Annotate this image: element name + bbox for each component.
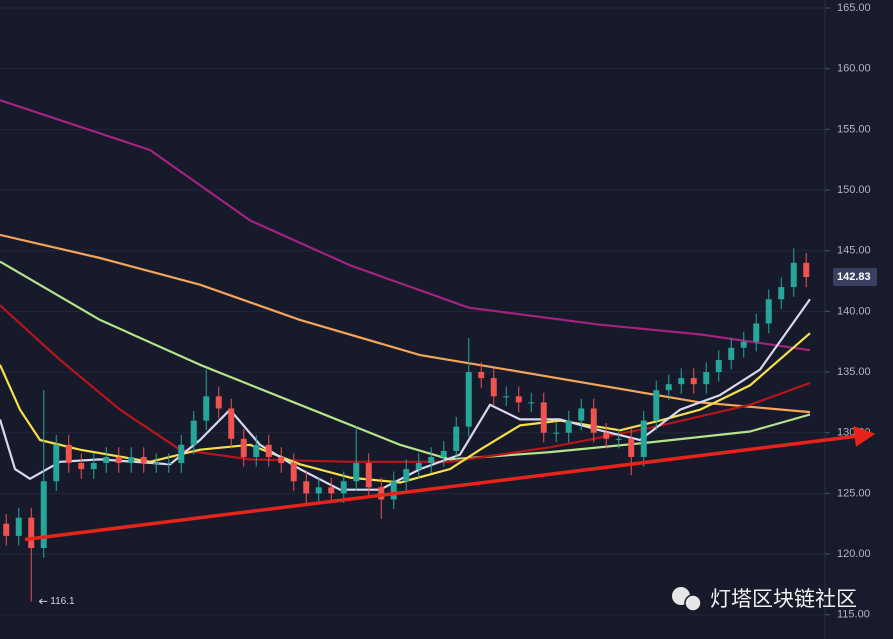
- candle-body: [653, 390, 660, 421]
- candle-body: [3, 523, 10, 536]
- price-badge: [833, 268, 877, 287]
- candle-body: [703, 372, 710, 385]
- candle-body: [103, 456, 110, 464]
- candle-body: [765, 299, 772, 324]
- price-badge-label: 142.83: [837, 271, 871, 283]
- candle-body: [440, 450, 447, 457]
- candle-body: [153, 463, 160, 465]
- candle-body: [665, 384, 672, 391]
- candle-body: [578, 408, 585, 421]
- candle-body: [403, 469, 410, 482]
- candle-body: [603, 432, 610, 439]
- candle-body: [78, 463, 85, 470]
- candle-body: [128, 456, 135, 464]
- candle-body: [803, 262, 810, 278]
- candle-body: [728, 347, 735, 360]
- candle-body: [753, 323, 760, 342]
- moving-average-line: [0, 99, 811, 352]
- candle-body: [565, 420, 572, 433]
- candle-body: [740, 341, 747, 348]
- candle-body: [465, 372, 472, 427]
- candle-body: [640, 420, 647, 457]
- candle-body: [453, 426, 460, 451]
- candle-body: [328, 487, 335, 494]
- candle-body: [15, 517, 22, 536]
- candle-body: [515, 396, 522, 403]
- candle-body: [65, 444, 72, 464]
- candle-body: [590, 408, 597, 433]
- candle-body: [90, 463, 97, 470]
- y-tick-label: 120.00: [837, 548, 871, 560]
- candle-body: [340, 481, 347, 494]
- candle-body: [253, 444, 260, 457]
- candle-body: [165, 463, 172, 465]
- y-tick-label: 125.00: [837, 487, 871, 499]
- candle-body: [428, 456, 435, 464]
- candle-body: [40, 481, 47, 548]
- watermark: 灯塔区块链社区: [672, 587, 857, 612]
- candle-body: [415, 463, 422, 470]
- candle-body: [240, 438, 247, 457]
- candle-body: [790, 262, 797, 288]
- y-tick-label: 150.00: [837, 184, 871, 196]
- candle-body: [615, 438, 622, 440]
- candle-body: [115, 456, 122, 464]
- candle-body: [365, 463, 372, 488]
- moving-average-line: [0, 304, 811, 463]
- moving-average-line: [0, 233, 811, 414]
- low-annotation: 116.1: [50, 596, 75, 607]
- candle-body: [215, 396, 222, 409]
- candle-body: [778, 287, 785, 300]
- candle-body: [53, 444, 60, 482]
- candle-body: [553, 432, 560, 434]
- candle-body: [265, 444, 272, 457]
- candle-body: [228, 408, 235, 439]
- watermark-text: 灯塔区块链社区: [710, 587, 857, 611]
- candle-body: [278, 456, 285, 464]
- candle-body: [503, 396, 510, 398]
- candle-body: [490, 378, 497, 397]
- candle-body: [690, 378, 697, 385]
- candle-body: [203, 396, 210, 421]
- candle-body: [303, 481, 310, 494]
- candle-body: [353, 463, 360, 482]
- candle-body: [390, 481, 397, 500]
- candle-body: [678, 378, 685, 385]
- candle-body: [715, 359, 722, 373]
- wechat-icon: [684, 594, 702, 612]
- candle-body: [540, 402, 547, 433]
- candle-body: [478, 372, 485, 379]
- y-tick-label: 160.00: [837, 63, 871, 75]
- y-tick-label: 165.00: [837, 2, 871, 14]
- candle-body: [190, 420, 197, 445]
- y-tick-label: 135.00: [837, 366, 871, 378]
- candle-body: [528, 402, 535, 404]
- candle-body: [28, 517, 35, 548]
- price-axis: [825, 0, 893, 639]
- y-tick-label: 155.00: [837, 123, 871, 135]
- trend-line: [24, 425, 876, 542]
- candle-body: [178, 444, 185, 464]
- annotation-arrow: [38, 598, 48, 605]
- candle-body: [140, 456, 147, 464]
- candle-body: [315, 487, 322, 494]
- candle-body: [290, 463, 297, 482]
- moving-average-line: [0, 260, 811, 461]
- y-tick-label: 140.00: [837, 305, 871, 317]
- candle-body: [378, 487, 385, 500]
- moving-average-line: [0, 332, 811, 484]
- y-tick-label: 115.00: [837, 609, 870, 621]
- candle-body: [628, 438, 635, 457]
- y-tick-label: 145.00: [837, 245, 871, 257]
